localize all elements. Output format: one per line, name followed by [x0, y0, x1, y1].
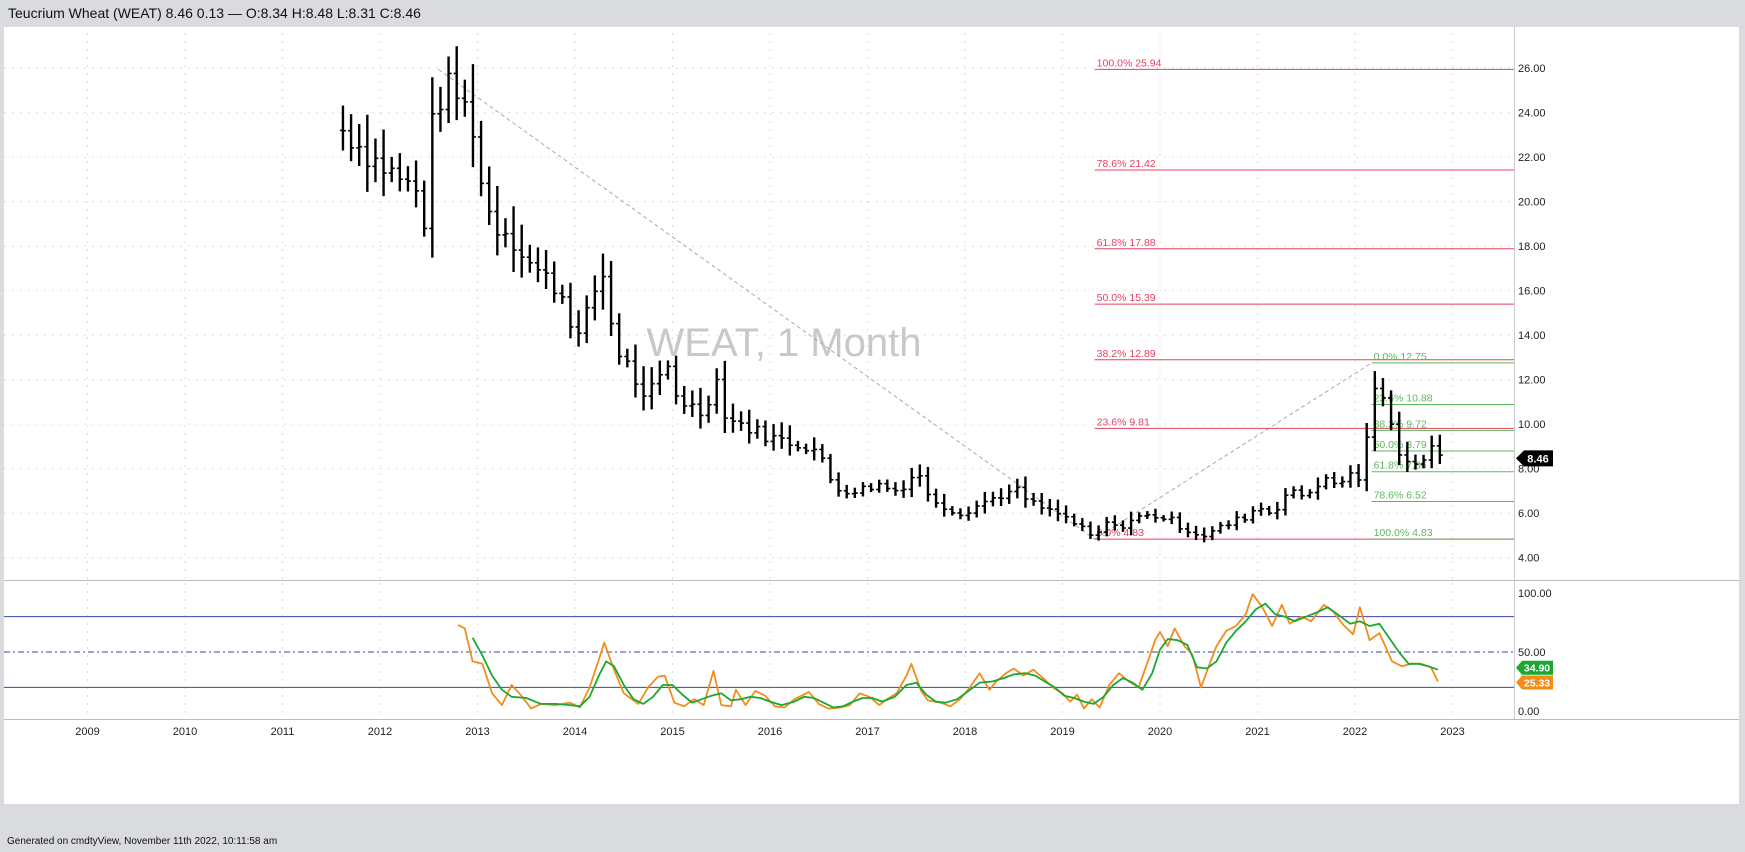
price-tick-label: 18.00 — [1518, 241, 1546, 253]
price-grid — [4, 27, 1739, 720]
price-tick-label: 26.00 — [1518, 63, 1546, 75]
header: Teucrium Wheat (WEAT) 8.46 0.13 — O:8.34… — [0, 0, 1745, 26]
stochastic-d-line — [471, 602, 1439, 709]
value-badges: 8.46 25.33 34.90 — [1516, 450, 1553, 690]
fib-down-label: 61.8% 17.88 — [1097, 237, 1156, 249]
price-tick-label: 24.00 — [1518, 108, 1546, 120]
stochastic-k-badge — [1516, 675, 1553, 690]
fib-down-label: 0.0% 4.83 — [1097, 527, 1144, 539]
time-tick-label: 2023 — [1440, 726, 1464, 738]
oscillator-lines — [457, 593, 1439, 710]
time-tick-label: 2011 — [271, 726, 295, 738]
oscillator-axis: 100.00 50.00 0.00 — [1518, 588, 1552, 718]
fib-down-label: 50.0% 15.39 — [1097, 292, 1156, 304]
price-tick-label: 22.00 — [1518, 152, 1546, 164]
time-tick-label: 2022 — [1343, 726, 1367, 738]
price-tick-label: 10.00 — [1518, 419, 1546, 431]
symbol-quote-title: Teucrium Wheat (WEAT) 8.46 0.13 — O:8.34… — [8, 5, 421, 21]
time-tick-label: 2014 — [563, 726, 587, 738]
fib-down-label: 78.6% 21.42 — [1097, 158, 1156, 170]
fibonacci-lines: 100.0% 25.94 78.6% 21.42 61.8% 17.88 50.0% … — [1094, 57, 1514, 540]
oscillator-tick-label: 100.00 — [1518, 588, 1552, 600]
oscillator-tick-label: 50.00 — [1518, 647, 1546, 659]
chart-svg[interactable]: WEAT, 1 Month 100.0% 25.94 78.6% 21.42 61.… — [4, 27, 1739, 804]
fib-up-label: 78.6% 6.52 — [1374, 490, 1427, 502]
time-tick-label: 2020 — [1148, 726, 1172, 738]
time-tick-label: 2015 — [660, 726, 684, 738]
time-tick-label: 2009 — [75, 726, 99, 738]
last-price-label: 8.46 — [1527, 453, 1548, 465]
time-tick-label: 2010 — [173, 726, 197, 738]
chart-area[interactable]: WEAT, 1 Month 100.0% 25.94 78.6% 21.42 61.… — [4, 27, 1739, 804]
time-tick-label: 2012 — [368, 726, 392, 738]
time-tick-label: 2019 — [1050, 726, 1074, 738]
stochastic-d-badge — [1516, 660, 1553, 675]
time-tick-label: 2017 — [855, 726, 879, 738]
fib-up-label: 0.0% 12.75 — [1374, 351, 1427, 363]
price-tick-label: 8.00 — [1518, 464, 1539, 476]
price-tick-label: 20.00 — [1518, 197, 1546, 209]
stochastic-d-value: 34.90 — [1524, 663, 1550, 675]
fib-down-label: 38.2% 12.89 — [1097, 348, 1156, 360]
last-price-badge — [1516, 450, 1553, 467]
time-tick-label: 2013 — [465, 726, 489, 738]
price-tick-label: 4.00 — [1518, 553, 1539, 565]
fib-up-label: 23.6% 10.88 — [1374, 393, 1433, 405]
stochastic-k-line — [457, 593, 1439, 710]
fib-up-label: 100.0% 4.83 — [1374, 527, 1433, 539]
time-tick-label: 2021 — [1245, 726, 1269, 738]
trend-line — [1094, 362, 1372, 540]
time-tick-label: 2018 — [953, 726, 977, 738]
price-tick-label: 6.00 — [1518, 508, 1539, 520]
fib-down-label: 100.0% 25.94 — [1097, 57, 1162, 69]
trend-line — [438, 69, 1095, 540]
fib-up-label: 61.8% 7.86 — [1374, 460, 1427, 472]
price-tick-label: 16.00 — [1518, 286, 1546, 298]
price-bars — [339, 46, 1443, 543]
generated-footer: Generated on cmdtyView, November 11th 20… — [7, 836, 278, 847]
price-tick-label: 12.00 — [1518, 375, 1546, 387]
watermark-label: WEAT, 1 Month — [647, 321, 922, 365]
fib-down-label: 23.6% 9.81 — [1097, 416, 1150, 428]
oscillator-tick-label: 0.00 — [1518, 706, 1539, 718]
price-tick-label: 14.00 — [1518, 330, 1546, 342]
price-axis: 26.00 24.00 22.00 20.00 18.00 16.00 14.00 12.00… — [1518, 63, 1546, 564]
stochastic-k-value: 25.33 — [1524, 678, 1550, 690]
time-tick-label: 2016 — [758, 726, 782, 738]
time-axis: 2009 2010 2011 2012 2013 2014 2015 2016 2017 2018… — [75, 726, 1464, 738]
trend-lines — [438, 69, 1372, 540]
